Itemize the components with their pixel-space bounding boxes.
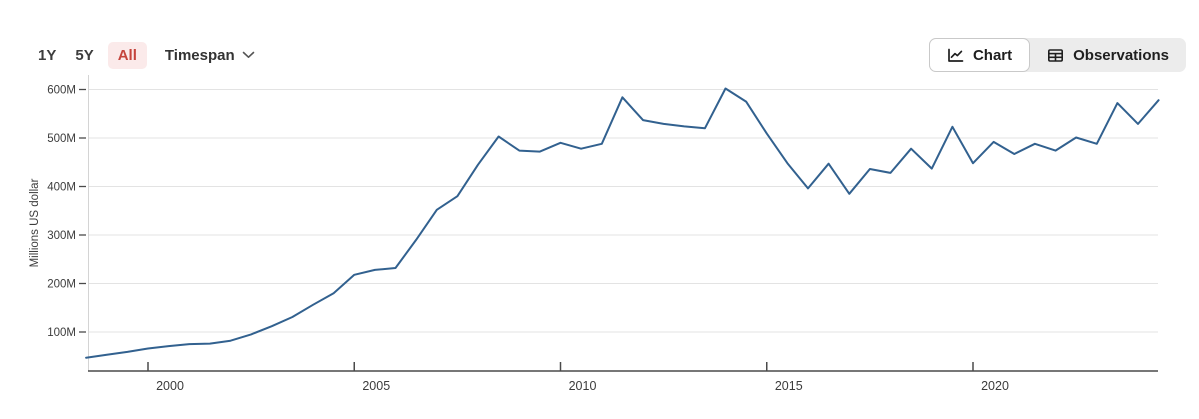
timespan-ranges: 1Y 5Y All Timespan — [33, 38, 257, 72]
table-icon — [1048, 48, 1064, 62]
y-tick-label: 300M — [47, 230, 76, 242]
chart-view-button[interactable]: Chart — [928, 38, 1031, 72]
timespan-label: Timespan — [164, 46, 235, 64]
chart-toolbar: 1Y 5Y All Timespan Chart — [0, 38, 1199, 72]
view-toggle: Chart Observations — [928, 38, 1186, 72]
y-tick-label: 400M — [47, 182, 76, 194]
observations-view-button[interactable]: Observations — [1030, 38, 1186, 72]
x-tick-label: 2000 — [156, 379, 184, 393]
y-tick-label: 100M — [47, 327, 76, 339]
range-all-button[interactable]: All — [107, 41, 147, 69]
range-5y-button[interactable]: 5Y — [70, 44, 98, 67]
y-tick-label: 500M — [47, 133, 76, 145]
x-tick-label: 2020 — [981, 379, 1009, 393]
x-tick-label: 2010 — [569, 379, 597, 393]
data-line — [85, 87, 1160, 359]
line-chart-icon — [948, 48, 964, 62]
chevron-down-icon — [242, 51, 254, 58]
observations-view-label: Observations — [1073, 46, 1169, 64]
x-tick-label: 2005 — [362, 379, 390, 393]
y-tick-label: 200M — [47, 279, 76, 291]
x-tick-label: 2015 — [775, 379, 803, 393]
range-1y-button[interactable]: 1Y — [33, 44, 61, 67]
chart-view-label: Chart — [972, 46, 1013, 64]
timespan-dropdown[interactable]: Timespan — [163, 43, 257, 68]
y-tick-label: 600M — [47, 85, 76, 97]
